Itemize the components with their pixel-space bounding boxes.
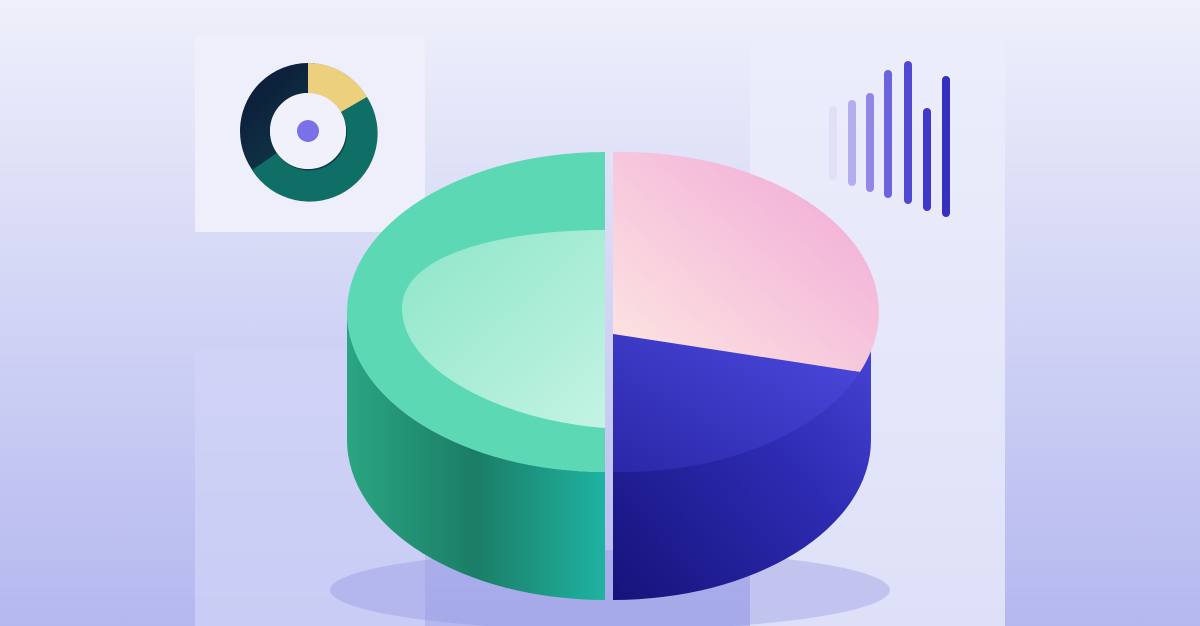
pie-side <box>613 312 871 600</box>
pie-top <box>613 334 860 473</box>
pie-top <box>613 151 879 372</box>
donut-icon <box>240 62 378 202</box>
donut-dot <box>297 120 319 142</box>
donut-segment <box>308 62 367 112</box>
bar-icon <box>829 61 950 217</box>
pie-side <box>347 312 605 600</box>
pie-3d <box>347 151 879 600</box>
donut-segment <box>252 97 378 202</box>
pie-highlight <box>401 230 605 428</box>
